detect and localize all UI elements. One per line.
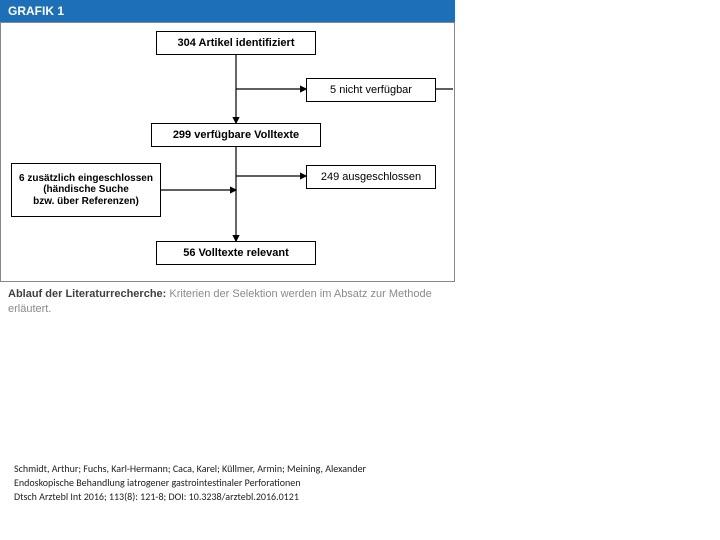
figure-header-label: GRAFIK 1 <box>8 4 64 18</box>
citation-block: Schmidt, Arthur; Fuchs, Karl-Hermann; Ca… <box>14 462 366 504</box>
node-unavailable: 5 nicht verfügbar <box>306 78 436 102</box>
citation-title: Endoskopische Behandlung iatrogener gast… <box>14 476 366 490</box>
caption-lead: Ablauf der Literaturrecherche: <box>8 288 166 300</box>
node-identified-text: 304 Artikel identifiziert <box>178 37 295 50</box>
node-excluded-text: 249 ausgeschlossen <box>321 171 421 184</box>
node-additional-text: 6 zusätzlich eingeschlossen (händische S… <box>19 173 153 208</box>
node-excluded: 249 ausgeschlossen <box>306 165 436 189</box>
citation-source: Dtsch Arztebl Int 2016; 113(8): 121-8; D… <box>14 490 366 504</box>
node-identified: 304 Artikel identifiziert <box>156 31 316 55</box>
flowchart-frame: 304 Artikel identifiziert 5 nicht verfüg… <box>0 22 455 282</box>
figure-caption: Ablauf der Literaturrecherche: Kriterien… <box>0 282 455 325</box>
node-relevant: 56 Volltexte relevant <box>156 241 316 265</box>
node-unavailable-text: 5 nicht verfügbar <box>330 84 412 97</box>
node-relevant-text: 56 Volltexte relevant <box>183 247 289 260</box>
node-fulltexts-text: 299 verfügbare Volltexte <box>173 129 299 142</box>
figure-header: GRAFIK 1 <box>0 0 455 22</box>
citation-authors: Schmidt, Arthur; Fuchs, Karl-Hermann; Ca… <box>14 462 366 476</box>
node-fulltexts: 299 verfügbare Volltexte <box>151 123 321 147</box>
node-additional: 6 zusätzlich eingeschlossen (händische S… <box>11 163 161 217</box>
